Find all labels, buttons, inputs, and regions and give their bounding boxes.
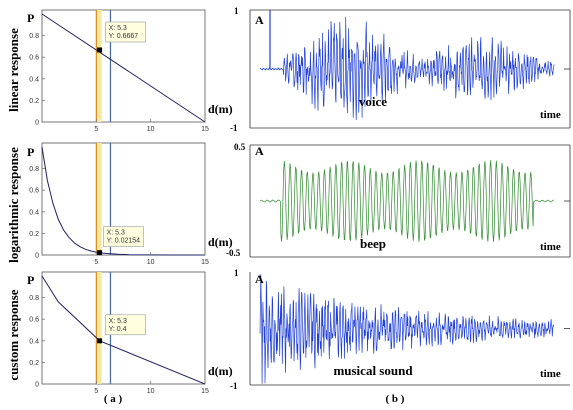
datatip-box-2 <box>103 226 144 247</box>
right-panel-3-ytop: 1 <box>234 268 239 278</box>
xtick-label: 10 <box>147 126 155 133</box>
row-label-logarithmic: logarithmic response <box>6 147 21 263</box>
datatip-x-1: X: 5.3 <box>109 25 127 32</box>
right-panel-1-ytop: 1 <box>234 6 239 16</box>
ytick-label: 0.6 <box>29 188 39 195</box>
right-panel-1-label: A <box>255 13 264 27</box>
waveform-3 <box>259 274 555 384</box>
left-xlabel-3: d(m) <box>208 364 233 378</box>
right-panel-2-xlabel: time <box>540 241 561 253</box>
guide-band-2 <box>96 143 102 255</box>
right-panel-1-ybottom: -1 <box>230 123 238 133</box>
left-xlabel-1: d(m) <box>208 102 233 116</box>
right-panel-3-label: A <box>255 272 264 286</box>
ytick-label: 0 <box>35 253 39 260</box>
right-panel-2-name: beep <box>360 236 386 251</box>
ytick-label: 0.4 <box>29 76 39 83</box>
datatip-y-2: Y: 0.02154 <box>107 238 141 245</box>
ytick-label: 0 <box>35 120 39 127</box>
xtick-label: 15 <box>201 259 209 266</box>
datatip-box-3 <box>105 314 146 336</box>
datatip-x-2: X: 5.3 <box>107 230 125 237</box>
ytick-label: 0.8 <box>29 166 39 173</box>
ytick-label: 0.2 <box>29 360 39 367</box>
caption-a: ( a ) <box>104 393 123 405</box>
ytick-label: 0.8 <box>29 295 39 302</box>
left-plots: 0.80.60.40.205 10 15X: 5.3Y: 0.66670.80.60… <box>29 10 209 395</box>
xtick-label: 5 <box>94 388 98 395</box>
right-panel-2-ytop: 0.5 <box>234 142 246 152</box>
xtick-label: 10 <box>147 388 155 395</box>
ytick-label: 0.2 <box>29 98 39 105</box>
waveform-1 <box>259 16 555 121</box>
left-ylabel-3: P <box>27 273 34 287</box>
right-panel-2-ybottom: -0.5 <box>226 248 241 258</box>
ytick-label: 0.4 <box>29 338 39 345</box>
datatip-y-1: Y: 0.6667 <box>109 33 139 40</box>
right-panel-3-name: musical sound <box>333 363 413 378</box>
right-plots <box>249 9 571 386</box>
row-label-linear: linear response <box>6 28 21 112</box>
right-panel-1-xlabel: time <box>540 109 561 121</box>
xtick-label: 5 <box>94 259 98 266</box>
waveform-2 <box>259 160 554 242</box>
xtick-label: 5 <box>94 126 98 133</box>
right-panel-3-xlabel: time <box>540 368 561 380</box>
caption-b: ( b ) <box>386 393 405 405</box>
response-curve-2 <box>41 146 205 256</box>
ytick-label: 0.4 <box>29 209 39 216</box>
ytick-label: 0.6 <box>29 317 39 324</box>
datatip-marker-2 <box>97 250 103 256</box>
ytick-label: 0.8 <box>29 33 39 40</box>
response-curve-3 <box>41 275 206 385</box>
datatip-x-3: X: 5.3 <box>109 318 127 325</box>
left-ylabel-2: P <box>27 145 34 159</box>
datatip-box-1 <box>105 21 146 43</box>
response-curve-1 <box>41 13 206 123</box>
left-ylabel-1: P <box>27 11 34 25</box>
ytick-label: 0 <box>35 382 39 389</box>
right-panel-3-ybottom: -1 <box>230 381 238 391</box>
guide-band-1 <box>96 10 102 122</box>
datatip-marker-1 <box>97 47 103 53</box>
right-panel-1-name: voice <box>359 94 387 109</box>
datatip-y-3: Y: 0.4 <box>109 326 127 333</box>
xtick-label: 15 <box>201 388 209 395</box>
left-xlabel-2: d(m) <box>208 235 233 249</box>
xtick-label: 10 <box>147 259 155 266</box>
guide-band-3 <box>96 272 102 384</box>
xtick-label: 15 <box>201 126 209 133</box>
datatip-marker-3 <box>97 338 103 344</box>
ytick-label: 0.6 <box>29 55 39 62</box>
right-panel-2-label: A <box>255 144 264 158</box>
ytick-label: 0.2 <box>29 231 39 238</box>
row-label-custom: custom response <box>6 289 21 380</box>
